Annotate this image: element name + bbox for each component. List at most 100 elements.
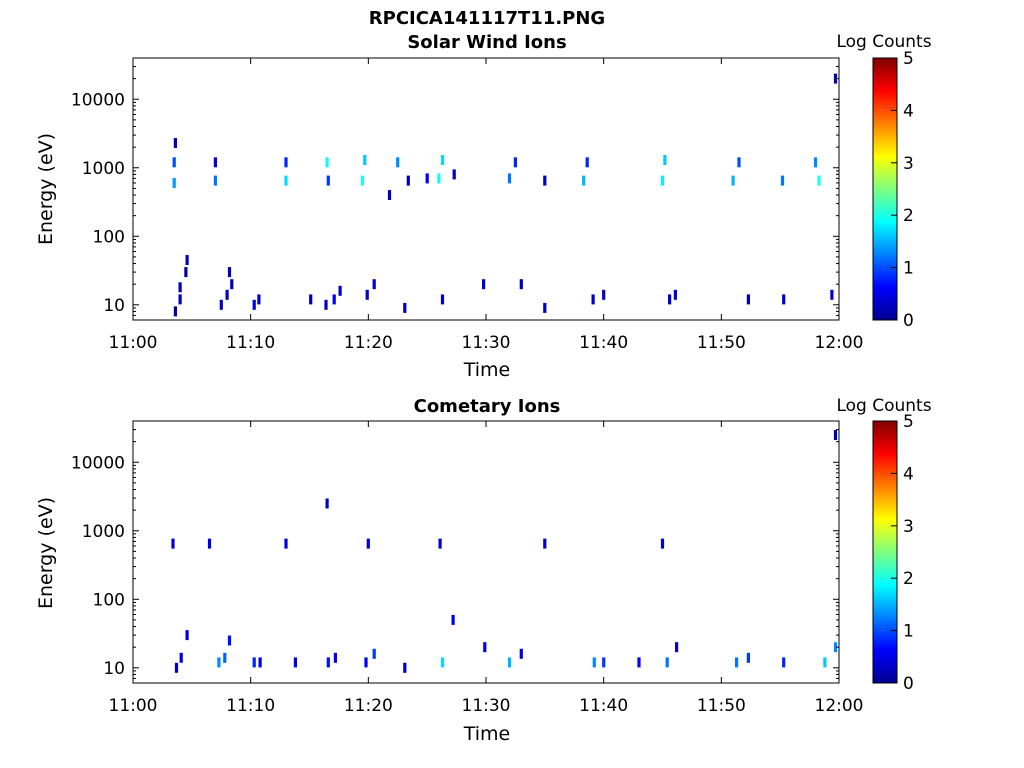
heatmap-cell (519, 648, 523, 659)
y-axis: 10 100 1000 10000 (71, 420, 839, 684)
colorbar-gradient (872, 57, 898, 321)
colorbar-tick-label: 2 (903, 569, 914, 589)
heatmap-cell (665, 657, 669, 668)
heatmap-cell (675, 642, 679, 653)
colorbar-ticks: 0 1 2 3 4 5 (891, 412, 914, 694)
colorbar-ticks: 0 1 2 3 4 5 (891, 49, 914, 331)
colorbar-tick-label: 4 (903, 101, 914, 121)
y-tick-label: 1000 (82, 522, 125, 542)
heatmap-cell (830, 289, 834, 300)
heatmap-cell (425, 173, 429, 184)
heatmap-cell (746, 294, 750, 305)
heatmap-cell (451, 614, 455, 625)
heatmap-cell (403, 302, 407, 313)
heatmap-cell (660, 175, 665, 186)
heatmap-cell (324, 299, 328, 310)
heatmap-cell (440, 657, 445, 668)
heatmap-cell (360, 175, 365, 186)
heatmap-cell (440, 155, 445, 165)
heatmap-cell (482, 279, 486, 290)
heatmap-cell (184, 267, 188, 278)
heatmap-cell (663, 155, 667, 165)
heatmap-cell (823, 657, 827, 668)
heatmap-cell (325, 498, 329, 509)
heatmap-cell (543, 302, 547, 313)
heatmap-cell (396, 157, 400, 168)
heatmap-cell (217, 657, 221, 668)
panel-2-title: Cometary Ions (414, 396, 561, 417)
heatmap-cell (325, 157, 329, 168)
x-tick-label: 11:00 (109, 696, 158, 716)
heatmap-cell (173, 138, 177, 148)
heatmap-cell (363, 155, 367, 165)
heatmap-cell (513, 157, 517, 168)
heatmap-cell (258, 657, 262, 668)
heatmap-cell (213, 157, 217, 168)
y-tick-label: 10000 (71, 90, 125, 110)
x-axis-label: Time (463, 723, 511, 745)
heatmap-cell (172, 178, 176, 188)
heatmap-cell (543, 538, 547, 549)
heatmap-cell (227, 267, 232, 278)
colorbar-tick-label: 1 (903, 259, 914, 279)
y-tick-label: 100 (93, 227, 125, 247)
heatmap-cell (660, 538, 665, 549)
heatmap-cell (207, 538, 212, 549)
colorbar-tick-label: 0 (903, 674, 914, 694)
heatmap-cell (813, 157, 818, 168)
heatmap-cell (364, 657, 368, 668)
heatmap-cell (602, 657, 606, 668)
x-tick-label: 11:20 (344, 696, 393, 716)
heatmap-cell (735, 657, 739, 668)
x-tick-label: 11:10 (226, 696, 275, 716)
heatmap-cell (668, 294, 672, 305)
heatmap-cell (365, 289, 369, 300)
colorbar-tick-label: 3 (903, 154, 914, 174)
x-axis-label: Time (463, 359, 511, 381)
y-tick-label: 1000 (82, 159, 125, 179)
heatmap-cells (171, 430, 838, 673)
x-tick-label: 11:10 (226, 333, 275, 353)
heatmap-cell (782, 657, 786, 668)
heatmap-cell (309, 294, 313, 305)
heatmap-cell (174, 662, 179, 673)
heatmap-cell (333, 652, 337, 663)
heatmap-cell (178, 282, 182, 293)
heatmap-cell (782, 294, 786, 305)
heatmap-cell (178, 294, 182, 305)
heatmap-cell (438, 538, 442, 549)
heatmap-cell (582, 175, 586, 186)
heatmap-cell (673, 289, 677, 300)
y-axis-label: Energy (eV) (35, 133, 57, 245)
heatmap-cell (252, 657, 256, 668)
heatmap-cell (406, 175, 410, 186)
heatmap-cell (591, 294, 595, 305)
heatmap-cell (737, 157, 741, 168)
colorbar-tick-label: 5 (903, 49, 914, 69)
heatmap-cell (602, 289, 606, 300)
heatmap-cell (257, 294, 261, 305)
colorbar-gradient (872, 420, 898, 684)
panel-1-title: Solar Wind Ions (407, 32, 566, 53)
heatmap-cell (338, 285, 342, 296)
x-tick-label: 12:00 (815, 696, 864, 716)
heatmap-cell (731, 175, 735, 186)
heatmap-cell (519, 279, 523, 290)
heatmap-cell (817, 175, 821, 186)
heatmap-cell (293, 657, 297, 668)
heatmap-cell (185, 630, 189, 641)
heatmap-cell (230, 279, 234, 290)
colorbar: Log Counts 0 1 2 3 4 5 (836, 396, 931, 694)
heatmap-cell (833, 642, 838, 653)
heatmap-cell (452, 169, 456, 180)
heatmap-cell (403, 662, 407, 673)
colorbar-label: Log Counts (836, 396, 931, 416)
x-tick-label: 11:40 (579, 696, 628, 716)
colorbar-tick-label: 0 (903, 311, 914, 331)
y-tick-label: 10000 (71, 453, 125, 473)
heatmap-cell (592, 657, 596, 668)
x-axis: 11:00 11:10 11:20 11:30 11:40 11:50 12:00 (109, 421, 864, 716)
heatmap-cells (172, 73, 838, 317)
heatmap-cell (437, 173, 441, 184)
